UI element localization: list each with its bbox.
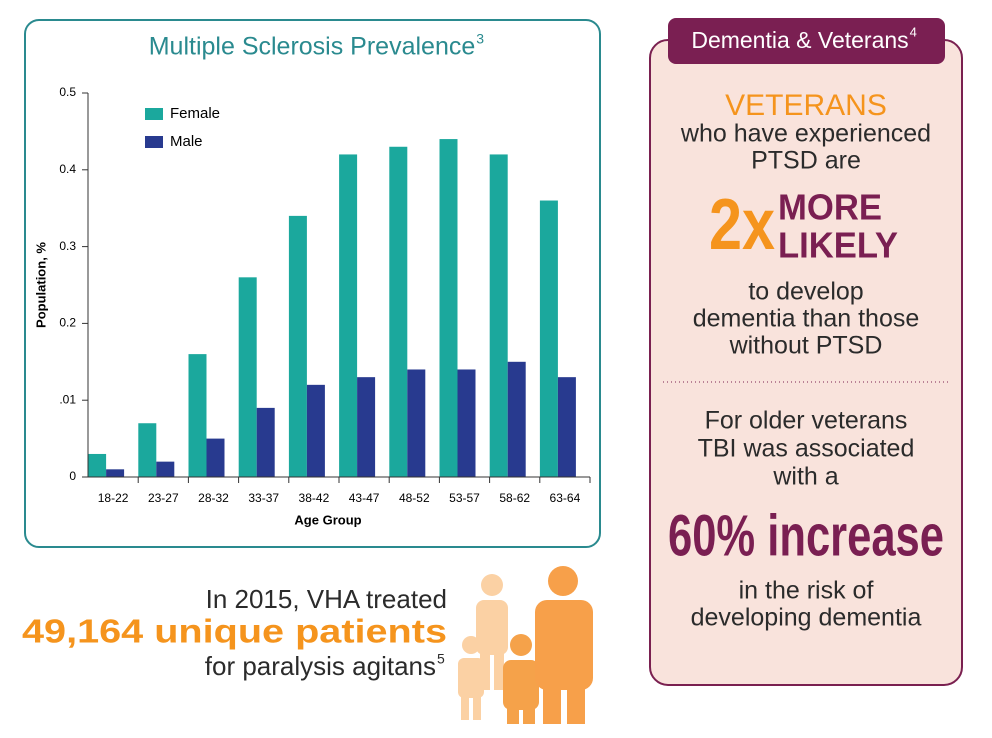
- panel-tab: [668, 18, 945, 64]
- x-tick-label: 33-37: [248, 491, 279, 505]
- bar: [188, 354, 207, 477]
- bar: [156, 461, 175, 477]
- y-tick-label: 0.3: [59, 239, 76, 253]
- panel-text: dementia than those: [693, 305, 920, 333]
- legend-label: Male: [170, 133, 203, 150]
- panel-text: For older veterans: [705, 407, 908, 435]
- callout-note: 5: [437, 651, 445, 667]
- bar: [238, 277, 257, 477]
- panel-text: who have experienced: [680, 120, 931, 148]
- x-tick-label: 48-52: [399, 491, 430, 505]
- bar: [557, 377, 576, 477]
- y-tick-label: 0.5: [59, 85, 76, 99]
- y-axis-label: Population, %: [33, 242, 48, 328]
- legend-label: Female: [170, 105, 220, 122]
- panel-text: PTSD are: [751, 147, 861, 175]
- big-number: 2x: [709, 185, 775, 265]
- big-words: LIKELY: [778, 225, 898, 266]
- x-tick-label: 23-27: [148, 491, 179, 505]
- bar: [306, 384, 325, 477]
- people-icon: [458, 566, 593, 724]
- bar: [106, 469, 125, 477]
- panel-title: Dementia & Veterans: [691, 27, 908, 53]
- x-axis-label: Age Group: [294, 512, 361, 527]
- x-tick-label: 28-32: [198, 491, 229, 505]
- callout-text: In 2015, VHA treated: [206, 584, 447, 614]
- x-tick-label: 58-62: [499, 491, 530, 505]
- x-tick-label: 38-42: [299, 491, 330, 505]
- bar: [138, 423, 157, 477]
- y-tick-label: 0.2: [59, 316, 76, 330]
- plot: 0 .01 0.2 0.3 0.4 0.5 18-22 23-27 28-32 33-37 38-4…: [59, 85, 591, 505]
- bar: [206, 438, 225, 477]
- legend-swatch: [145, 136, 163, 148]
- big-number: 60% increase: [668, 503, 944, 568]
- y-tick-label: 0.4: [59, 162, 76, 176]
- panel-text: to develop: [748, 278, 863, 306]
- bar: [539, 200, 558, 477]
- x-tick-label: 18-22: [98, 491, 129, 505]
- bar: [88, 453, 107, 477]
- y-tick-label: 0: [69, 469, 76, 483]
- panel-text: with a: [772, 463, 838, 491]
- callout-text: for paralysis agitans: [205, 651, 436, 681]
- bar: [407, 369, 426, 477]
- headline: VETERANS: [725, 89, 887, 122]
- bar: [288, 215, 307, 477]
- bar: [489, 154, 508, 477]
- panel-title-note: 4: [910, 24, 917, 39]
- chart-title-note: 3: [476, 31, 484, 47]
- x-tick-label: 53-57: [449, 491, 480, 505]
- chart-title: Multiple Sclerosis Prevalence: [149, 33, 476, 61]
- big-words: MORE: [778, 187, 882, 228]
- x-tick-label: 63-64: [550, 491, 581, 505]
- bar: [389, 146, 408, 477]
- panel-text: developing dementia: [691, 604, 922, 632]
- bar: [256, 407, 275, 477]
- bar: [507, 361, 526, 477]
- x-tick-label: 43-47: [349, 491, 380, 505]
- legend-swatch: [145, 108, 163, 120]
- bar: [357, 377, 376, 477]
- bar: [439, 139, 458, 477]
- panel-text: without PTSD: [729, 332, 883, 360]
- y-tick-label: .01: [59, 392, 76, 406]
- callout-highlight: 49,164 unique patients: [22, 613, 447, 650]
- panel-text: in the risk of: [739, 577, 874, 605]
- bar: [457, 369, 476, 477]
- panel-text: TBI was associated: [698, 435, 915, 463]
- bar: [339, 154, 358, 477]
